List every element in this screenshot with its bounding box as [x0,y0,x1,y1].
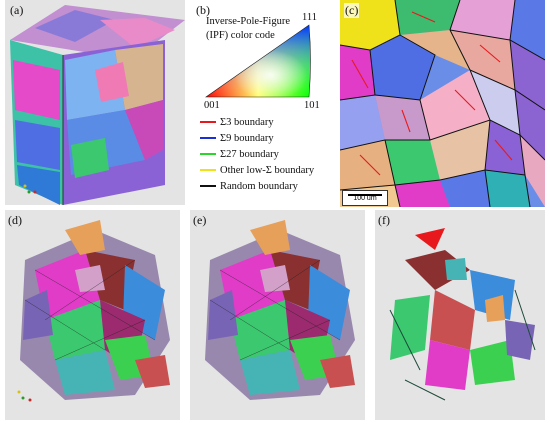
legend-item-random: Random boundary [200,179,298,193]
panel-d-label: (d) [8,213,22,227]
panel-b-ipf-legend: (b) Inverse-Pole-Figure (IPF) color code… [196,0,336,205]
legend-swatch [200,121,216,123]
panel-f-3d-grains: (f) [375,210,545,420]
grain-network-e [205,220,355,400]
ipf-title-line2: (IPF) color code [206,30,275,41]
legend-item-other-low-sigma: Other low-Σ boundary [200,163,314,177]
panel-c-label: (c) [344,3,360,18]
scale-bar-label: 100 um [353,195,377,202]
legend-item-sigma27: Σ27 boundary [200,147,279,161]
ipf-corner-001: 001 [204,100,220,111]
panel-e-3d-grains: (e) [190,210,365,420]
legend-label: Σ3 boundary [220,116,274,128]
legend-label: Other low-Σ boundary [220,164,315,176]
boundary-legend: Σ3 boundary Σ9 boundary Σ27 boundary Oth… [200,115,336,205]
legend-label: Σ27 boundary [220,148,279,160]
ipf-corner-101: 101 [304,100,320,111]
ebsd-grain-map [340,0,545,207]
scale-bar: 100 um [342,190,388,206]
panel-b-label: (b) [196,3,210,17]
legend-label: Σ9 boundary [220,132,274,144]
panel-f-label: (f) [378,213,390,227]
panel-e-label: (e) [193,213,207,227]
panel-a-label: (a) [10,3,24,17]
legend-swatch [200,169,216,171]
grain-network-d [17,220,170,402]
panel-a-3d-cube: (a) [5,0,185,205]
legend-label: Random boundary [220,180,298,192]
ipf-corner-111: 111 [302,12,317,23]
panel-d-3d-grains: (d) [5,210,180,420]
ipf-color-triangle [205,24,311,98]
grain-network-f [389,228,536,401]
legend-item-sigma3: Σ3 boundary [200,115,274,129]
legend-swatch [200,153,216,155]
ipf-title-line1: Inverse-Pole-Figure [206,16,290,27]
legend-swatch [200,137,216,139]
ebsd-cube-image [10,5,185,205]
legend-item-sigma9: Σ9 boundary [200,131,274,145]
panel-c-ebsd-map: (c) [340,0,545,207]
scale-bar-line [348,194,382,196]
legend-swatch [200,185,216,187]
